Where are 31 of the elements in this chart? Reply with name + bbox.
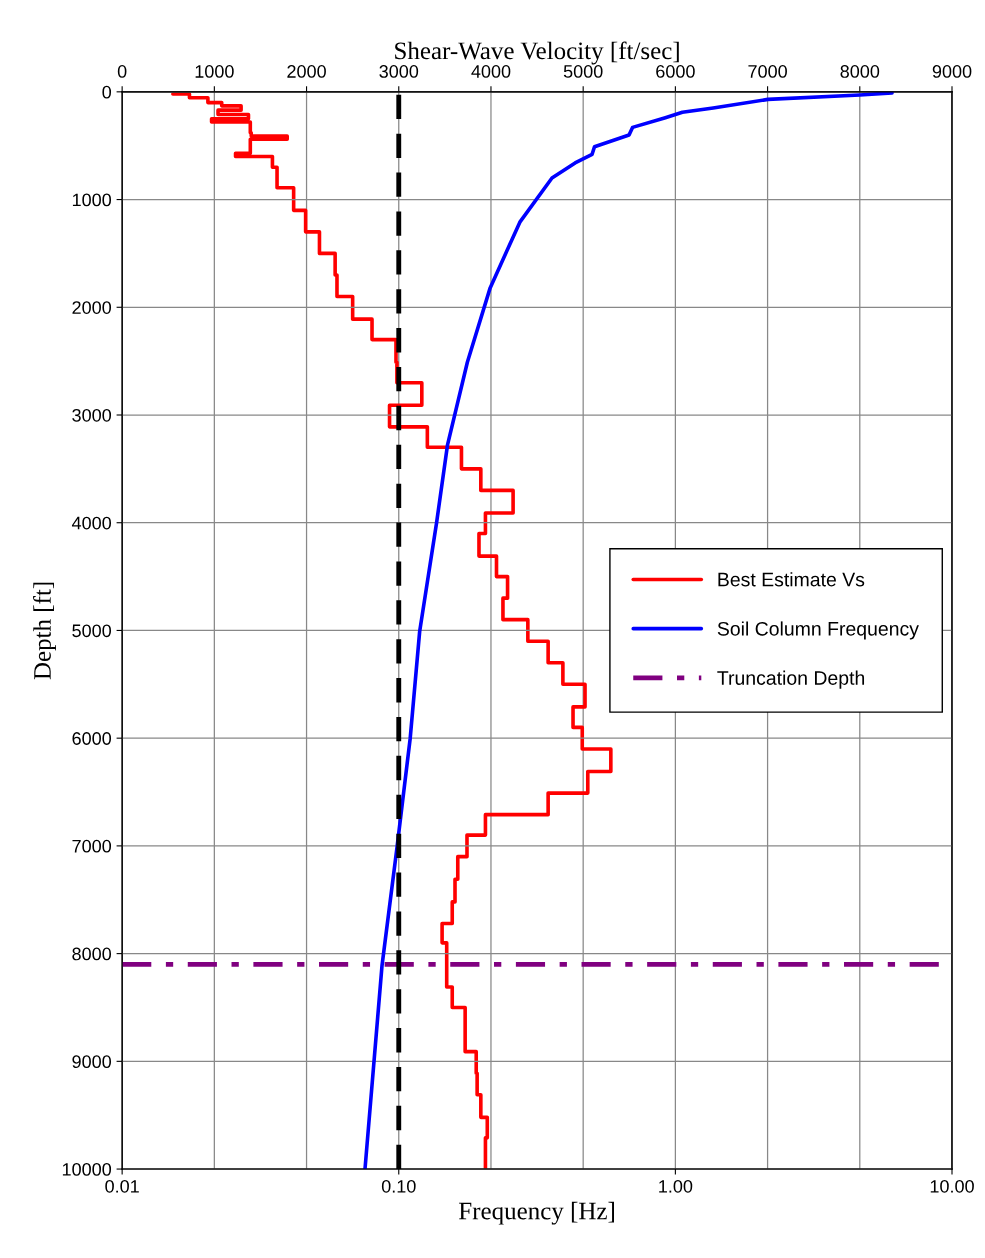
y-tick-label: 0 bbox=[102, 85, 112, 99]
x2-tick-label: 5000 bbox=[563, 65, 603, 78]
y-tick-label: 9000 bbox=[72, 1055, 112, 1069]
legend-label: Soil Column Frequency bbox=[717, 621, 919, 640]
x-tick-label: 10.00 bbox=[930, 1179, 974, 1193]
x-axis-title: Frequency [Hz] bbox=[459, 1201, 614, 1225]
y-tick-label: 8000 bbox=[72, 947, 112, 961]
y-tick-label: 4000 bbox=[71, 516, 112, 530]
y-tick-label: 6000 bbox=[72, 732, 112, 745]
y-tick-label: 2000 bbox=[72, 301, 112, 314]
x2-tick-label: 0 bbox=[117, 65, 127, 78]
y-tick-label: 3000 bbox=[72, 408, 112, 422]
x2-tick-label: 8000 bbox=[840, 65, 880, 78]
y-tick-label: 5000 bbox=[72, 624, 112, 638]
y-tick-label: 1000 bbox=[72, 193, 112, 207]
y-tick-label: 10000 bbox=[62, 1162, 112, 1176]
x2-tick-label: 7000 bbox=[748, 65, 787, 78]
y-tick-label: 7000 bbox=[72, 839, 112, 853]
x-tick-label: 0.01 bbox=[105, 1179, 139, 1193]
legend-label: Truncation Depth bbox=[717, 670, 865, 689]
x-tick-label: 0.10 bbox=[381, 1179, 416, 1193]
x2-tick-label: 9000 bbox=[932, 65, 972, 78]
y-axis-title: Depth [ft] bbox=[33, 582, 56, 680]
legend-label: Best Estimate Vs bbox=[718, 572, 865, 587]
x2-tick-label: 2000 bbox=[287, 65, 326, 78]
x2-tick-label: 1000 bbox=[195, 65, 234, 78]
x2-tick-label: 6000 bbox=[656, 65, 695, 78]
x-tick-label: 1.00 bbox=[659, 1179, 693, 1193]
x2-tick-label: 3000 bbox=[379, 65, 419, 78]
x2-axis-title: Shear-Wave Velocity [ft/sec] bbox=[395, 41, 679, 65]
x2-tick-label: 4000 bbox=[471, 65, 511, 78]
